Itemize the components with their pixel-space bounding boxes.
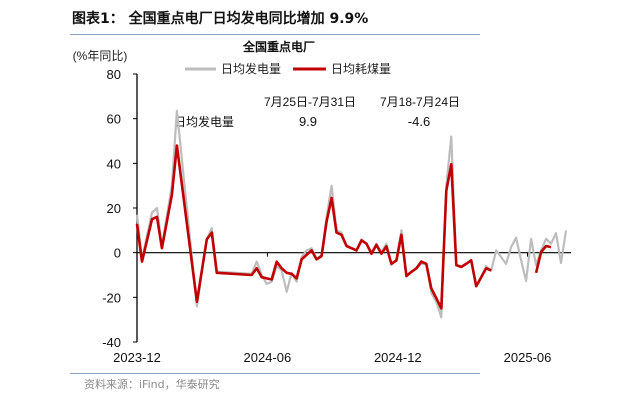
annotation-value-1: 9.9 [299, 114, 317, 129]
figure-title: 图表1： 全国重点电厂日均发电同比增加 9.9% [72, 11, 369, 27]
legend: 日均发电量 日均耗煤量 [185, 61, 391, 76]
footer-divider [70, 373, 480, 374]
y-tick-label: 40 [107, 156, 121, 171]
y-axis-label: (%年同比) [73, 49, 128, 63]
series-generation [135, 109, 568, 319]
y-tick-label: 20 [107, 201, 121, 216]
y-tick-label: 80 [107, 67, 121, 82]
annotation-header-2: 7月18-7月24日 [380, 95, 460, 109]
y-tick-label: 0 [114, 246, 121, 261]
source-note: 资料来源：iFind，华泰研究 [84, 378, 220, 391]
series-coal-consumption [135, 144, 552, 310]
annotation-series-label: 日均发电量 [174, 114, 234, 129]
x-tick-label: 2024-12 [374, 350, 422, 365]
annotation-header-1: 7月25日-7月31日 [264, 95, 356, 109]
annotation-value-2: -4.6 [408, 114, 430, 129]
series-line [135, 144, 552, 310]
annotation-table: 7月25日-7月31日 7月18-7月24日 日均发电量 9.9 -4.6 [174, 95, 460, 129]
y-tick-label: 60 [107, 112, 121, 127]
series-line [135, 109, 568, 319]
x-tick-label: 2024-06 [244, 350, 292, 365]
x-tick-label: 2025-06 [504, 350, 552, 365]
y-tick-label: -40 [102, 335, 121, 350]
legend-label-generation: 日均发电量 [221, 61, 281, 76]
chart-title: 全国重点电厂 [242, 39, 315, 54]
title-divider [70, 34, 480, 35]
line-chart: 全国重点电厂 (%年同比) 日均发电量 日均耗煤量 7月25日-7月31日 7月… [73, 39, 571, 365]
y-tick-label: -20 [102, 290, 121, 305]
x-tick-label: 2023-12 [113, 350, 161, 365]
legend-label-coal: 日均耗煤量 [331, 62, 391, 76]
